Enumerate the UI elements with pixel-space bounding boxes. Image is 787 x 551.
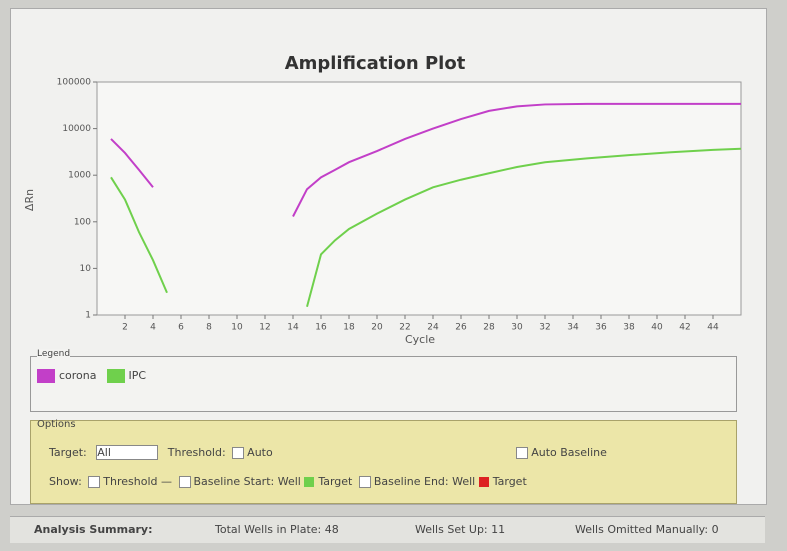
legend-label: corona (59, 369, 97, 382)
x-tick-label: 24 (427, 323, 439, 333)
screen: Amplification Plot Cycle ΔRn 1 10 100 1000 1… (0, 0, 787, 551)
summary-item: Wells Set Up: 11 (415, 523, 505, 536)
legend-title: Legend (37, 349, 70, 359)
target-select[interactable]: All (96, 445, 158, 460)
legend-label: IPC (129, 369, 147, 382)
marker (304, 477, 314, 487)
label: Threshold (103, 475, 157, 488)
options-panel: Options Target: All Threshold: Auto Auto… (30, 420, 737, 504)
x-tick-label: 16 (315, 323, 327, 333)
y-tick-label: 1000 (68, 171, 91, 181)
checkbox[interactable] (359, 476, 371, 488)
x-tick-label: 6 (178, 323, 184, 333)
chart-title: Amplification Plot (285, 53, 466, 74)
checkbox[interactable] (88, 476, 100, 488)
chart: Amplification Plot Cycle ΔRn 1 10 100 1000 1… (0, 0, 787, 360)
radio[interactable] (232, 447, 244, 459)
x-tick-label: 40 (651, 323, 663, 333)
x-tick-label: 12 (259, 323, 270, 333)
x-tick-label: 44 (707, 323, 719, 333)
x-tick-label: 8 (206, 323, 212, 333)
legend-swatch (107, 369, 125, 383)
y-tick-label: 100000 (57, 78, 92, 88)
label: Baseline Start: Well (194, 475, 301, 488)
label: Target: (49, 446, 87, 459)
x-tick-label: 4 (150, 323, 156, 333)
y-tick-label: 1 (85, 311, 91, 321)
plot-area (97, 82, 741, 315)
marker (479, 477, 489, 487)
x-axis-label: Cycle (405, 333, 435, 346)
summary-item: Total Wells in Plate: 48 (215, 523, 339, 536)
checkbox[interactable] (179, 476, 191, 488)
summary-bar: Analysis Summary: Total Wells in Plate: … (10, 516, 765, 543)
x-tick-label: 26 (455, 323, 467, 333)
options-row: Target: All Threshold: Auto Auto Baselin… (49, 445, 607, 460)
y-tick-label: 100 (74, 217, 91, 227)
x-tick-label: 36 (595, 323, 607, 333)
options-heading: Options (37, 419, 76, 430)
summary-heading: Analysis Summary: (34, 523, 153, 536)
x-tick-label: 14 (287, 323, 299, 333)
label: Target (318, 475, 352, 488)
label: Show: (49, 475, 82, 488)
x-tick-label: 10 (231, 323, 243, 333)
y-tick-label: 10000 (62, 124, 91, 134)
y-axis-label: ΔRn (23, 189, 36, 211)
y-tick-label: 10 (80, 264, 92, 274)
legend-items: corona IPC (37, 369, 156, 383)
x-tick-label: 22 (399, 323, 410, 333)
options-row: Show: Threshold — Baseline Start: Well T… (49, 475, 527, 488)
x-tick-label: 18 (343, 323, 355, 333)
legend-swatch (37, 369, 55, 383)
x-tick-label: 32 (539, 323, 550, 333)
label: Threshold: (168, 446, 226, 459)
x-tick-label: 42 (679, 323, 690, 333)
x-tick-label: 2 (122, 323, 128, 333)
summary-item: Wells Omitted Manually: 0 (575, 523, 719, 536)
x-tick-label: 34 (567, 323, 579, 333)
label: Auto (247, 446, 273, 459)
x-tick-label: 30 (511, 323, 523, 333)
checkbox[interactable] (516, 447, 528, 459)
x-tick-label: 38 (623, 323, 635, 333)
label: Target (493, 475, 527, 488)
label: Auto Baseline (531, 446, 607, 459)
label: Baseline End: Well (374, 475, 475, 488)
x-tick-label: 28 (483, 323, 495, 333)
x-tick-label: 20 (371, 323, 383, 333)
